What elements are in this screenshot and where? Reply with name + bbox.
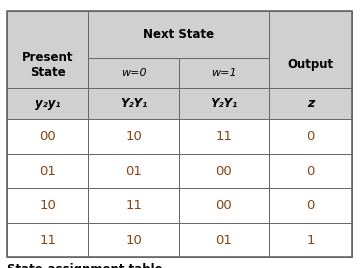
Bar (269, 188, 352, 223)
Text: 00: 00 (39, 130, 56, 143)
Bar (88, 223, 179, 257)
Bar (7, 119, 88, 154)
Bar (269, 223, 352, 257)
Text: Output: Output (287, 58, 334, 72)
Bar (88, 154, 179, 188)
Text: y₂y₁: y₂y₁ (35, 97, 61, 110)
Text: 11: 11 (125, 199, 142, 212)
Bar (269, 88, 352, 119)
Text: 0: 0 (306, 199, 315, 212)
Bar (179, 188, 269, 223)
Text: 10: 10 (39, 199, 56, 212)
Text: Present
State: Present State (22, 51, 74, 79)
Bar (88, 11, 269, 58)
Text: Next State: Next State (143, 28, 214, 41)
Bar (269, 154, 352, 188)
Text: w=1: w=1 (211, 68, 236, 78)
Text: 11: 11 (39, 233, 56, 247)
Text: 0: 0 (306, 165, 315, 177)
Text: State-assignment table: State-assignment table (7, 263, 163, 268)
Bar (269, 119, 352, 154)
Bar (88, 58, 179, 88)
Bar (88, 88, 179, 119)
Bar (179, 154, 269, 188)
Text: z: z (307, 97, 314, 110)
Bar (179, 223, 269, 257)
Bar (88, 188, 179, 223)
Text: 01: 01 (39, 165, 56, 177)
Text: Y₂Y₁: Y₂Y₁ (210, 97, 238, 110)
Text: 1: 1 (306, 233, 315, 247)
Bar (179, 58, 269, 88)
Bar (179, 119, 269, 154)
Text: 00: 00 (216, 199, 232, 212)
Bar (7, 11, 88, 119)
Text: 11: 11 (215, 130, 232, 143)
Bar (7, 154, 88, 188)
Text: w=0: w=0 (121, 68, 146, 78)
Text: 10: 10 (125, 130, 142, 143)
Bar (88, 119, 179, 154)
Text: 10: 10 (125, 233, 142, 247)
Text: Y₂Y₁: Y₂Y₁ (120, 97, 147, 110)
Bar (7, 223, 88, 257)
Bar (179, 88, 269, 119)
Bar (7, 188, 88, 223)
Text: 01: 01 (216, 233, 232, 247)
Bar (269, 11, 352, 119)
Text: 01: 01 (125, 165, 142, 177)
Text: 0: 0 (306, 130, 315, 143)
Text: 00: 00 (216, 165, 232, 177)
Bar (7, 88, 88, 119)
